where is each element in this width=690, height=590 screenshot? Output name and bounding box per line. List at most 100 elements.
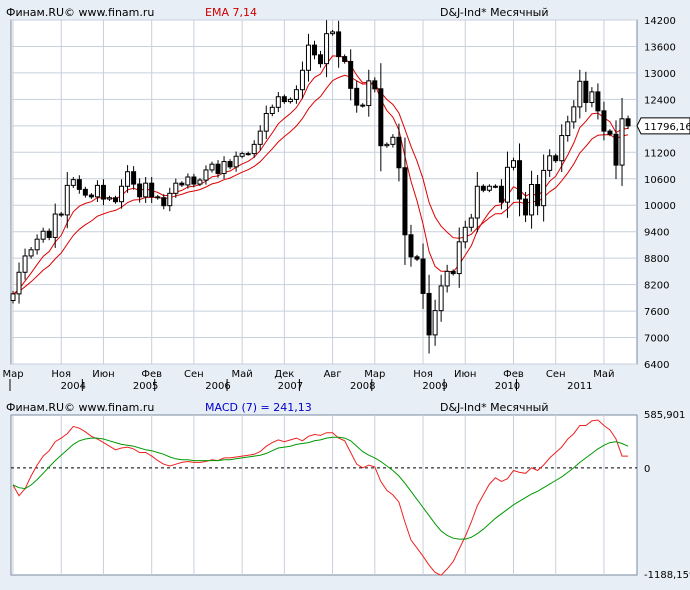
candle-up [432, 310, 438, 336]
candle-down [372, 80, 378, 90]
candle-up [233, 155, 239, 168]
month-tick-label: Июн [454, 369, 476, 380]
candle-down [155, 196, 161, 199]
time-axis: Мар Ноя Июн Фев Сен Май Дек Авг Мар Ноя Июн Фев Сен М… [2, 369, 614, 392]
candle-down [450, 270, 456, 275]
candle-up [52, 213, 58, 238]
candle-up [299, 69, 305, 91]
candle-down [137, 183, 143, 198]
candle-up [10, 293, 16, 301]
candle-up [492, 185, 498, 188]
candle-up [64, 184, 70, 216]
candle-down [378, 88, 384, 147]
candle-down [420, 258, 426, 294]
month-tick-label: Дек [274, 369, 294, 380]
candle-up [269, 106, 275, 114]
candle-up [275, 96, 281, 108]
month-tick-label: Ноя [413, 369, 433, 380]
candle-down [535, 184, 541, 207]
candle-up [324, 33, 330, 65]
candle-up [571, 106, 577, 123]
candle-down [88, 194, 94, 198]
candle-up [251, 143, 257, 155]
month-tick-label: Фев [503, 369, 524, 380]
candle-up [245, 153, 251, 156]
candle-down [583, 80, 589, 103]
candle-down [480, 185, 486, 191]
candle-down [281, 96, 287, 103]
candle-down [354, 87, 360, 106]
candle-down [426, 292, 432, 336]
month-tick-label: Ноя [51, 369, 71, 380]
price-tick-label: 11200 [644, 148, 676, 159]
candle-up [70, 179, 76, 186]
candle-down [625, 118, 631, 127]
candle-up [257, 130, 263, 145]
candle-up [293, 89, 299, 100]
candle-up [366, 80, 372, 107]
candle-down [396, 136, 402, 169]
year-tick-label: 2006 [205, 381, 230, 392]
candle-down [76, 179, 82, 190]
candle-up [287, 98, 293, 103]
price-grid [11, 19, 637, 365]
macd-line [12, 419, 629, 576]
candle-up [474, 185, 480, 219]
macd-bottom-label: -1188,159 [644, 570, 690, 581]
candle-up [28, 249, 34, 257]
price-tick-label: 8800 [644, 254, 669, 265]
candle-up [462, 226, 468, 243]
candle-down [402, 167, 408, 236]
candle-up [185, 176, 191, 186]
macd-panel [10, 414, 638, 576]
price-tick-label: 14200 [644, 16, 676, 27]
candle-down [348, 60, 354, 89]
candle-up [197, 179, 203, 185]
candle-up [438, 285, 444, 312]
candle-up [547, 155, 553, 171]
header-indicator: EMA 7,14 [205, 6, 257, 19]
month-tick-label: Сен [184, 369, 204, 380]
candle-down [215, 163, 221, 174]
candle-down [58, 213, 64, 216]
price-tick-label: 10600 [644, 175, 676, 186]
candle-down [360, 104, 366, 107]
candle-down [607, 130, 613, 135]
candle-down [595, 91, 601, 112]
candle-down [613, 133, 619, 166]
macd-header-indicator: MACD (7) = 241,13 [205, 401, 312, 414]
candle-up [125, 171, 131, 187]
candle-up [143, 182, 149, 198]
candle-up [565, 121, 571, 137]
header-source: Финам.RU© www.finam.ru [6, 6, 154, 19]
candle-down [161, 197, 167, 207]
candle-up [239, 153, 245, 157]
price-tick-label: 13000 [644, 69, 676, 80]
price-tick-label: 7600 [644, 307, 669, 318]
candle-up [221, 161, 227, 174]
macd-lines [12, 419, 629, 576]
candle-down [46, 230, 52, 238]
candle-down [179, 182, 185, 186]
candle-up [504, 166, 510, 203]
candle-down [191, 176, 197, 185]
candle-up [203, 169, 209, 181]
candle-up [390, 136, 396, 145]
candle-down [498, 185, 504, 203]
candles [10, 20, 631, 354]
candle-down [312, 44, 317, 56]
price-tick-label: 10000 [644, 201, 676, 212]
candle-up [22, 255, 28, 273]
candle-up [305, 44, 311, 71]
price-tick-label: 12400 [644, 95, 676, 106]
year-tick-label: 2004 [61, 381, 86, 392]
month-tick-label: Фев [141, 369, 162, 380]
candle-down [342, 56, 348, 62]
month-tick-label: Июн [92, 369, 114, 380]
candle-up [619, 118, 625, 166]
macd-header-source: Финам.RU© www.finam.ru [6, 401, 154, 414]
candle-down [131, 171, 137, 185]
year-tick-label: 2005 [133, 381, 158, 392]
macd-header-instrument: D&J-Ind* Месячный [440, 401, 549, 414]
month-tick-label: Май [593, 369, 614, 380]
